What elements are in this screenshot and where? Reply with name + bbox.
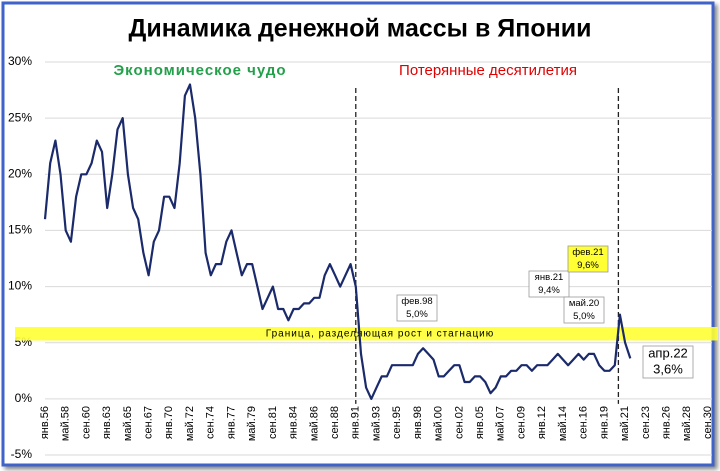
x-tick-label: сен.02	[453, 406, 465, 439]
x-tick-label: сен.23	[640, 406, 652, 439]
annotation: Потерянные десятилетия	[399, 62, 577, 79]
x-tick-label: янв.12	[536, 406, 548, 439]
x-tick-label: янв.91	[350, 406, 362, 439]
x-tick-label: сен.60	[80, 406, 92, 439]
y-tick-label: 10%	[8, 279, 32, 293]
x-tick-label: май.93	[370, 406, 382, 441]
x-tick-label: май.86	[308, 406, 320, 441]
y-tick-label: 0%	[15, 391, 33, 405]
x-tick-label: янв.26	[660, 406, 672, 439]
callout-label: апр.22	[648, 345, 688, 360]
x-tick-label: сен.67	[143, 406, 155, 439]
x-tick-label: май.07	[495, 406, 507, 441]
callout-box	[528, 270, 570, 298]
y-tick-label: 15%	[8, 223, 32, 237]
callout-label: янв.21	[535, 272, 564, 283]
x-tick-label: май.00	[433, 406, 445, 441]
callout-box	[567, 245, 609, 273]
data-line	[43, 83, 632, 400]
x-tick-label: янв.05	[474, 406, 486, 439]
x-tick-label: сен.88	[329, 406, 341, 439]
callout-label: май.20	[569, 298, 599, 309]
x-tick-label: янв.70	[163, 406, 175, 439]
band-label: Граница, разделяющая рост и стагнацию	[266, 328, 495, 339]
callout-value: 5,0%	[406, 309, 428, 320]
y-tick-label: 25%	[8, 110, 32, 124]
x-tick-label: май.21	[619, 406, 631, 441]
x-tick-label: май.58	[60, 406, 72, 441]
callout-label: фев.21	[572, 247, 603, 258]
y-tick-label: 30%	[8, 54, 32, 68]
x-tick-label: сен.09	[515, 406, 527, 439]
y-tick-label: 20%	[8, 166, 32, 180]
x-tick-label: янв.63	[101, 406, 113, 439]
callout-label: фев.98	[401, 296, 432, 307]
y-tick-label: -5%	[11, 447, 33, 461]
callout-value: 3,6%	[653, 361, 683, 376]
threshold-band	[15, 326, 718, 341]
x-tick-label: сен.95	[391, 406, 403, 439]
callout-value: 9,4%	[538, 285, 560, 296]
x-tick-label: май.65	[122, 406, 134, 441]
x-tick-label: янв.56	[39, 406, 51, 439]
x-tick-label: май.28	[681, 406, 693, 441]
annotation: Экономическое чудо	[113, 62, 286, 79]
x-tick-label: янв.77	[225, 406, 237, 439]
x-tick-label: май.79	[246, 406, 258, 441]
chart-title: Динамика денежной массы в Японии	[129, 15, 592, 43]
callout-value: 9,6%	[577, 260, 599, 271]
x-tick-label: сен.74	[205, 406, 217, 439]
x-tick-label: май.14	[557, 406, 569, 441]
x-tick-label: май.72	[184, 406, 196, 441]
x-tick-label: сен.16	[578, 406, 590, 439]
callout-value: 5,0%	[573, 311, 595, 322]
x-tick-label: сен.30	[702, 406, 714, 439]
x-tick-label: янв.84	[288, 406, 300, 439]
callout-box	[642, 345, 694, 379]
callout-box	[396, 294, 438, 322]
x-tick-label: янв.98	[412, 406, 424, 439]
x-tick-label: янв.19	[598, 406, 610, 439]
callout-box	[563, 296, 605, 324]
x-tick-label: сен.81	[267, 406, 279, 439]
